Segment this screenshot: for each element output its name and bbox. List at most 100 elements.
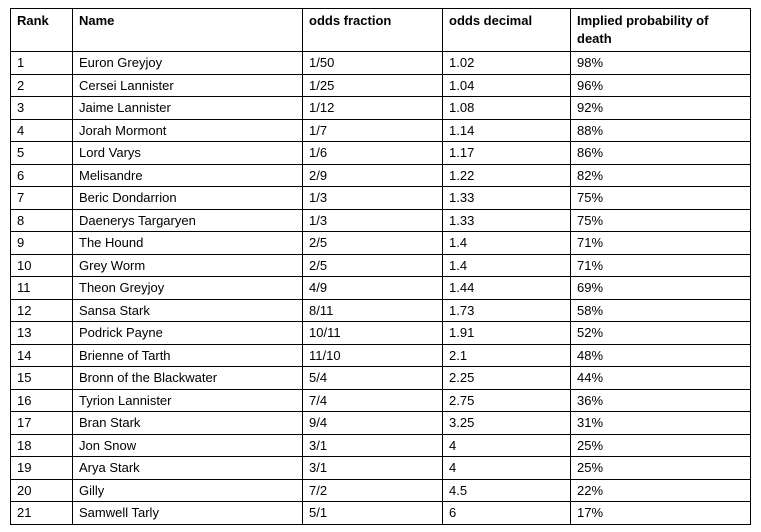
table-cell: 25% [570, 433, 751, 457]
table-cell: 15 [10, 366, 73, 390]
table-cell: 2/5 [302, 253, 443, 277]
header-cell: Rank [10, 8, 73, 52]
table-cell: 58% [570, 298, 751, 322]
table-cell: Gilly [72, 478, 303, 502]
table-cell: 4.5 [442, 478, 571, 502]
table-cell: 11/10 [302, 343, 443, 367]
table-row: 2 Cersei Lannister 1/25 1.04 96% [10, 73, 751, 97]
table-cell: Bronn of the Blackwater [72, 366, 303, 390]
table-cell: Jorah Mormont [72, 118, 303, 142]
table-cell: 69% [570, 276, 751, 300]
table-cell: Daenerys Targaryen [72, 208, 303, 232]
table-cell: 4 [442, 433, 571, 457]
table-cell: 4 [10, 118, 73, 142]
table-row: 20 Gilly 7/2 4.5 22% [10, 478, 751, 502]
table-cell: 2 [10, 73, 73, 97]
table-cell: Jaime Lannister [72, 96, 303, 120]
table-row: 13 Podrick Payne 10/11 1.91 52% [10, 321, 751, 345]
table-cell: 1 [10, 51, 73, 75]
table-row: 9 The Hound 2/5 1.4 71% [10, 231, 751, 255]
table-cell: Lord Varys [72, 141, 303, 165]
table-cell: 1/7 [302, 118, 443, 142]
table-cell: Brienne of Tarth [72, 343, 303, 367]
table-cell: 9 [10, 231, 73, 255]
table-cell: 1.91 [442, 321, 571, 345]
table-cell: 1.4 [442, 231, 571, 255]
table-cell: 36% [570, 388, 751, 412]
table-cell: 1.14 [442, 118, 571, 142]
table-cell: Cersei Lannister [72, 73, 303, 97]
table-cell: 2.75 [442, 388, 571, 412]
table-cell: 2.1 [442, 343, 571, 367]
header-cell: odds fraction [302, 8, 443, 52]
table-cell: 4 [442, 456, 571, 480]
table-cell: 1.33 [442, 208, 571, 232]
table-cell: 7/4 [302, 388, 443, 412]
table-cell: 17 [10, 411, 73, 435]
table-cell: 71% [570, 253, 751, 277]
table-row: 16 Tyrion Lannister 7/4 2.75 36% [10, 388, 751, 412]
table-cell: 75% [570, 186, 751, 210]
table-cell: 1.4 [442, 253, 571, 277]
table-cell: 44% [570, 366, 751, 390]
table-cell: Euron Greyjoy [72, 51, 303, 75]
table-row: 12 Sansa Stark 8/11 1.73 58% [10, 298, 751, 322]
odds-table: Rank Name odds fraction odds decimal Implied… [10, 8, 751, 525]
table-cell: 71% [570, 231, 751, 255]
table-cell: 8 [10, 208, 73, 232]
table-cell: 10 [10, 253, 73, 277]
table-cell: 13 [10, 321, 73, 345]
table-cell: 1/3 [302, 186, 443, 210]
table-row: 5 Lord Varys 1/6 1.17 86% [10, 141, 751, 165]
table-row: 4 Jorah Mormont 1/7 1.14 88% [10, 118, 751, 142]
table-row: 19 Arya Stark 3/1 4 25% [10, 456, 751, 480]
table-cell: 1/25 [302, 73, 443, 97]
table-cell: 20 [10, 478, 73, 502]
table-cell: 3 [10, 96, 73, 120]
header-row: Rank Name odds fraction odds decimal Implied… [10, 8, 751, 52]
table-cell: 3/1 [302, 456, 443, 480]
table-row: 1 Euron Greyjoy 1/50 1.02 98% [10, 51, 751, 75]
table-cell: 22% [570, 478, 751, 502]
table-cell: Melisandre [72, 163, 303, 187]
table-row: 6 Melisandre 2/9 1.22 82% [10, 163, 751, 187]
table-cell: 31% [570, 411, 751, 435]
table-row: 8 Daenerys Targaryen 1/3 1.33 75% [10, 208, 751, 232]
table-cell: 1/6 [302, 141, 443, 165]
table-cell: 18 [10, 433, 73, 457]
table-row: 18 Jon Snow 3/1 4 25% [10, 433, 751, 457]
table-cell: 1.04 [442, 73, 571, 97]
table-cell: Sansa Stark [72, 298, 303, 322]
table-row: 10 Grey Worm 2/5 1.4 71% [10, 253, 751, 277]
table-cell: 1/3 [302, 208, 443, 232]
table-cell: 52% [570, 321, 751, 345]
table-cell: 25% [570, 456, 751, 480]
table-cell: 5 [10, 141, 73, 165]
table-cell: 98% [570, 51, 751, 75]
table-cell: The Hound [72, 231, 303, 255]
table-cell: 14 [10, 343, 73, 367]
table-cell: 48% [570, 343, 751, 367]
table-cell: 19 [10, 456, 73, 480]
table-cell: 1.02 [442, 51, 571, 75]
table-cell: 3.25 [442, 411, 571, 435]
table-cell: 16 [10, 388, 73, 412]
table-cell: 17% [570, 501, 751, 525]
table-cell: 4/9 [302, 276, 443, 300]
table-cell: 1.73 [442, 298, 571, 322]
table-cell: 2/9 [302, 163, 443, 187]
table-cell: 1.44 [442, 276, 571, 300]
table-cell: 3/1 [302, 433, 443, 457]
table-cell: 5/1 [302, 501, 443, 525]
table-cell: 1.08 [442, 96, 571, 120]
table-cell: 7 [10, 186, 73, 210]
table-cell: Beric Dondarrion [72, 186, 303, 210]
table-cell: Podrick Payne [72, 321, 303, 345]
table-row: 21 Samwell Tarly 5/1 6 17% [10, 501, 751, 525]
table-cell: 10/11 [302, 321, 443, 345]
table-row: 11 Theon Greyjoy 4/9 1.44 69% [10, 276, 751, 300]
table-cell: Arya Stark [72, 456, 303, 480]
table-cell: 86% [570, 141, 751, 165]
table-cell: 1.33 [442, 186, 571, 210]
